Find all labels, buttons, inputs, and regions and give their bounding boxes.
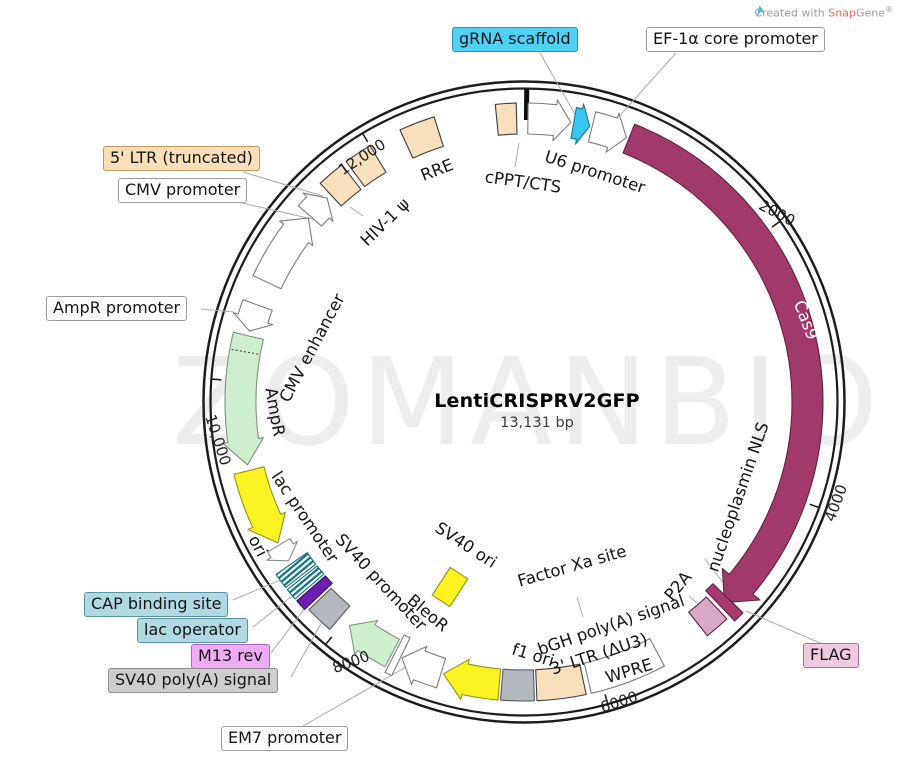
feature-sv40-promoter (384, 634, 411, 677)
callout-line-em7-promoter (302, 662, 414, 727)
callout-line-5-ltr-truncated (242, 171, 324, 197)
feature-lac-operator (286, 565, 325, 600)
feature-flag (705, 583, 744, 622)
credit-brand-snap: Snap (828, 6, 856, 20)
tick-mark-4000 (809, 503, 820, 509)
feature-cmv-enhancer (252, 217, 314, 290)
feature-sv40-polya-signal (308, 587, 351, 630)
snapgene-credit: Created with SnapGene® (754, 5, 893, 20)
feature-bgh-polya-signal (499, 668, 535, 702)
plasmid-backbone-outer-ring (202, 80, 846, 724)
feature-bleor (348, 619, 400, 668)
plasmid-name: LentiCRISPRV2GFP (434, 390, 640, 412)
feature-ampr-promoter (232, 299, 274, 332)
feature-grna-scaffold (570, 103, 591, 145)
credit-brand-gene: Gene (855, 6, 885, 20)
tick-mark-10000 (211, 378, 222, 381)
feature-sv40-ori (431, 566, 469, 608)
feature-ampr (222, 331, 264, 466)
credit-registered-mark: ® (885, 5, 893, 14)
feature-cmv-promoter (297, 192, 334, 227)
feature-cap-binding-site (275, 552, 317, 589)
feature-hiv-1-psi (345, 145, 387, 188)
credit-text: Created with (754, 6, 829, 20)
feature-cas9 (622, 123, 824, 604)
feature-lac-promoter (266, 538, 298, 562)
tick-mark-12000 (361, 132, 369, 143)
callout-line-cmv-promoter (237, 201, 326, 223)
callout-line-grna-scaffold (539, 52, 581, 124)
feature-cppt-cts (494, 102, 518, 136)
plasmid-title-block: LentiCRISPRV2GFP 13,131 bp (434, 390, 640, 431)
connector-line-4 (576, 596, 584, 618)
connector-line-0 (514, 142, 520, 168)
tick-mark-6000 (604, 694, 609, 705)
plasmid-size: 13,131 bp (500, 415, 574, 431)
feature-rre (399, 116, 444, 159)
snapgene-logo-icon (756, 5, 765, 18)
feature-u6-promoter (527, 99, 572, 142)
feature-ori (233, 466, 286, 544)
feature-p2a (688, 596, 728, 637)
feature-wpre (583, 638, 665, 694)
callout-line-flag (745, 610, 821, 644)
feature-em7-promoter (401, 645, 447, 689)
callout-line-ampr-promoter (200, 308, 235, 313)
tick-mark-8000 (324, 636, 333, 646)
feature-m13-rev (296, 575, 333, 611)
feature-ef1a-core-promoter (587, 111, 628, 153)
feature-3-ltr-du3 (535, 663, 587, 702)
tick-mark-2000 (771, 220, 781, 228)
watermark: ZOMANBIO (172, 334, 884, 473)
plasmid-backbone-inner-ring (209, 87, 839, 717)
ampr-signal-boundary-dotted-line (231, 348, 259, 355)
feature-f1-ori (442, 658, 502, 701)
connector-line-1 (349, 206, 364, 217)
feature-5-ltr-truncated (319, 164, 362, 207)
